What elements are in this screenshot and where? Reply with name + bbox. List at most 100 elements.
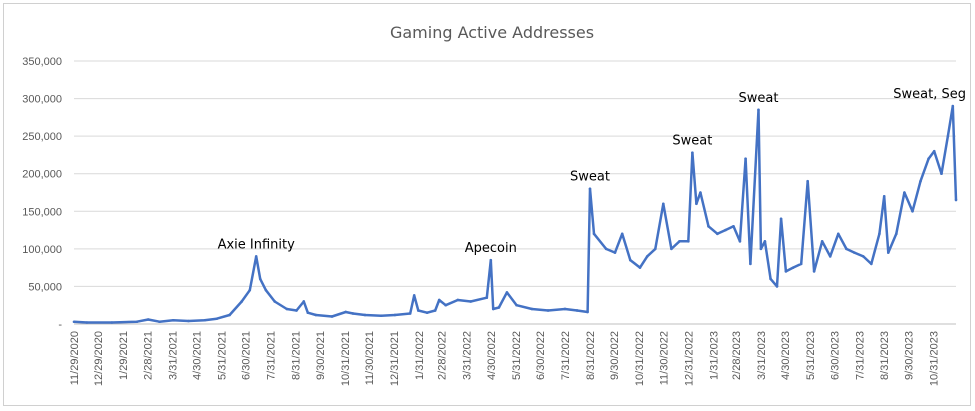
data-point: [670, 247, 673, 251]
data-point: [695, 202, 698, 206]
annotation-label: Axie Infinity: [218, 237, 296, 252]
chart-title: Gaming Active Addresses: [390, 23, 594, 42]
y-axis-tick-labels: - 50,000 100,000 150,000 200,000 250,000 300,0…: [22, 56, 62, 331]
x-tick-label: 3/31/2023: [756, 331, 768, 380]
x-tick-label: 4/30/2021: [192, 331, 204, 380]
annotations: Axie Infinity Apecoin Sweat Sweat Sweat Sweat…: [218, 87, 966, 256]
x-tick-label: 11/30/2022: [658, 331, 670, 385]
data-point: [951, 104, 955, 108]
y-tick-label: 200,000: [22, 169, 62, 181]
data-point: [433, 309, 437, 312]
data-point: [248, 288, 252, 292]
y-tick-label: 150,000: [22, 206, 62, 218]
x-tick-label: 5/31/2021: [217, 331, 229, 380]
data-point: [444, 303, 447, 307]
data-point: [687, 240, 690, 243]
data-point: [575, 309, 579, 312]
annotation-label: Sweat: [570, 170, 610, 185]
gridlines: [74, 60, 956, 287]
x-tick-label: 2/28/2023: [731, 331, 743, 380]
data-point: [530, 307, 534, 311]
data-point: [870, 262, 873, 266]
x-tick-label: 11/29/2020: [69, 331, 81, 385]
x-tick-label: 6/30/2022: [535, 331, 547, 380]
data-point: [437, 298, 441, 302]
y-tick-label: 350,000: [22, 56, 62, 68]
x-tick-label: 9/30/2022: [609, 331, 621, 380]
data-point: [927, 157, 930, 160]
data-point: [763, 240, 767, 243]
x-axis-tick-labels: 11/29/2020 12/29/2020 1/29/2021 2/28/2021 3/…: [69, 331, 940, 386]
x-tick-label: 7/31/2023: [854, 331, 866, 380]
x-tick-label: 1/31/2022: [414, 331, 426, 380]
data-point: [187, 319, 190, 323]
x-tick-label: 5/31/2023: [805, 331, 817, 380]
data-point: [645, 255, 649, 258]
data-point: [791, 266, 795, 269]
annotation-label: Apecoin: [465, 241, 517, 256]
y-tick-label: 250,000: [22, 131, 62, 143]
data-point: [653, 247, 657, 251]
data-point: [744, 157, 747, 160]
data-point: [85, 321, 89, 324]
data-point: [759, 247, 763, 251]
x-tick-label: 3/31/2022: [462, 331, 474, 380]
data-point: [836, 232, 840, 236]
data-point: [72, 320, 76, 324]
data-point: [716, 232, 719, 236]
data-point: [724, 228, 727, 232]
data-point: [620, 232, 624, 236]
data-point: [757, 108, 760, 112]
data-point: [707, 225, 710, 228]
data-point: [330, 315, 334, 318]
data-point: [515, 303, 518, 307]
data-point: [678, 240, 681, 243]
data-point: [628, 258, 632, 262]
x-tick-label: 1/31/2023: [708, 331, 720, 380]
data-point: [254, 255, 258, 258]
data-point: [886, 251, 890, 254]
data-point: [203, 318, 206, 322]
data-point: [110, 321, 114, 324]
x-tick-label: 12/31/2022: [683, 331, 695, 386]
data-point: [588, 187, 592, 191]
data-point: [285, 307, 289, 311]
x-tick-label: 10/31/2022: [634, 331, 646, 386]
data-point: [769, 277, 772, 281]
annotation-label: Sweat: [672, 134, 712, 149]
data-point: [662, 202, 665, 206]
data-point: [228, 313, 231, 317]
data-point: [861, 255, 865, 258]
data-point: [638, 266, 642, 269]
data-point: [903, 191, 906, 194]
data-point: [146, 318, 150, 321]
x-tick-label: 6/30/2021: [241, 331, 253, 380]
data-point: [363, 313, 367, 317]
data-point: [779, 217, 783, 221]
data-point: [469, 300, 472, 303]
data-point: [393, 313, 397, 317]
annotation-label: Sweat: [739, 91, 779, 106]
y-tick-label: 50,000: [28, 281, 62, 293]
data-point: [946, 134, 950, 138]
data-point: [344, 310, 347, 314]
x-tick-label: 8/31/2021: [291, 331, 303, 380]
x-tick-label: 12/29/2020: [93, 331, 105, 386]
data-point: [749, 262, 752, 266]
x-tick-label: 2/28/2021: [142, 331, 154, 380]
data-point: [775, 285, 779, 288]
data-point: [306, 311, 310, 315]
data-point: [784, 270, 788, 273]
y-tick-label: 100,000: [22, 244, 62, 256]
data-point: [240, 300, 243, 303]
data-point: [546, 309, 550, 312]
data-point: [828, 255, 832, 258]
data-point: [940, 172, 943, 176]
data-point: [314, 313, 318, 317]
data-point: [845, 247, 848, 251]
data-point: [491, 307, 495, 311]
x-tick-label: 10/31/2023: [928, 331, 940, 386]
data-point: [911, 209, 914, 213]
x-tick-label: 5/31/2022: [511, 331, 523, 380]
data-point: [592, 232, 596, 236]
